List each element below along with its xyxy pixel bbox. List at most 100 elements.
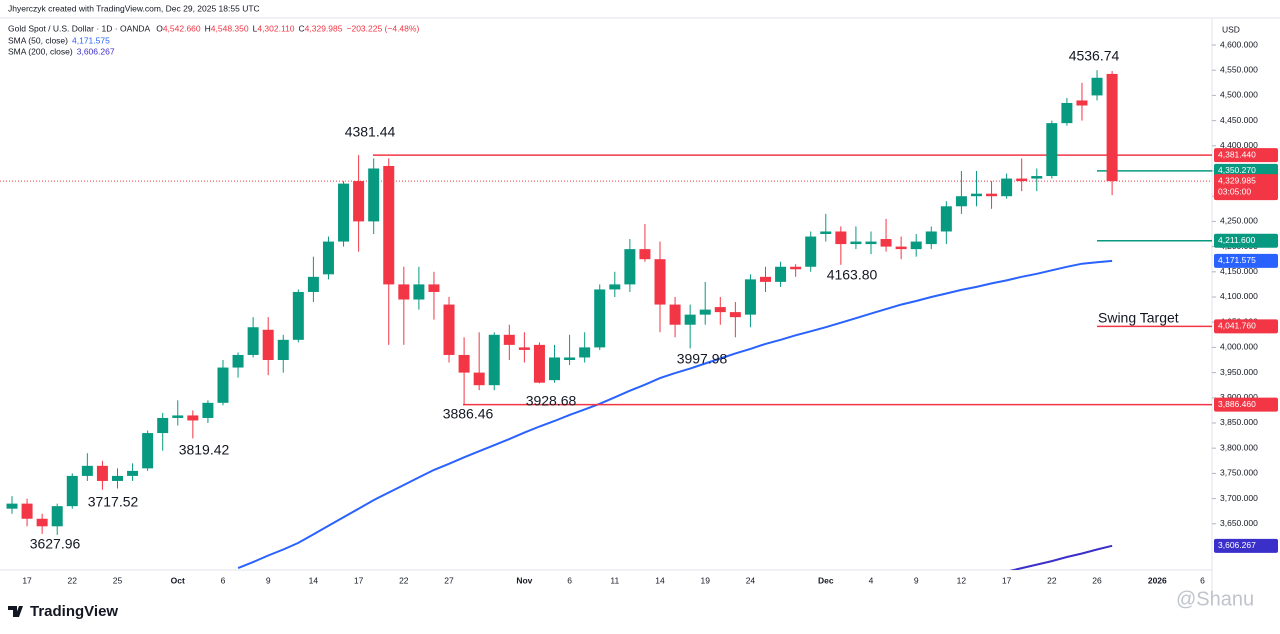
change: −203.225 (−4.48%) [347,23,420,33]
candle-body [865,241,877,245]
y-tick-label: 3,800.000 [1220,442,1258,452]
x-tick-label: 9 [914,575,919,585]
candle-body [322,241,334,275]
candle-body [232,354,244,368]
price-label: 4,041.760 [1218,321,1256,331]
candle-body [684,314,696,325]
candle-body [609,284,621,290]
x-tick-label: Oct [171,575,185,585]
symbol: Gold Spot / U.S. Dollar · 1D · OANDA [8,23,151,33]
x-tick-label: 14 [309,575,319,585]
candle-body [36,518,48,527]
candle-body [66,475,78,507]
price-label-box [1214,319,1278,334]
candle-body [292,291,304,340]
x-tick-label: 6 [221,575,226,585]
candle-body [805,236,817,267]
legend-name: SMA (200, close) [8,46,73,56]
ohlc-key: L [253,23,258,33]
candle-body [51,506,63,527]
x-tick-label: 2026 [1148,575,1167,585]
candle-body [96,465,108,481]
logo-text: TradingView [30,603,118,620]
candle-body [127,470,139,476]
candle-body [21,503,33,519]
y-tick-label: 4,500.000 [1220,90,1258,100]
annotation: 4381.44 [345,124,396,140]
y-tick-label: 3,700.000 [1220,493,1258,503]
candle-body [880,239,892,247]
candle-body [172,415,184,418]
y-tick-label: 4,100.000 [1220,291,1258,301]
x-tick-label: 14 [655,575,665,585]
legend-value: 3,606.267 [77,46,115,56]
x-tick-label: 22 [68,575,78,585]
candle-body [790,266,802,270]
candle-body [413,284,425,300]
ohlc-value: 4,542.660 [163,23,201,33]
candle-body [111,475,123,481]
annotation: 3627.96 [30,536,81,552]
ohlc-value: 4,302.110 [257,23,294,33]
candle-body [970,193,982,197]
candle-body [488,334,500,386]
candle-body [714,307,726,313]
candle-body [850,241,862,245]
attribution: Jhyerczyk created with TradingView.com, … [8,3,260,13]
y-tick-label: 4,000.000 [1220,342,1258,352]
candle-body [533,344,545,383]
y-tick-label: 4,400.000 [1220,140,1258,150]
candle-body [217,367,229,403]
x-tick-label: 9 [266,575,271,585]
annotation: 3717.52 [88,494,139,510]
x-tick-label: 25 [113,575,123,585]
price-label-box [1214,148,1278,163]
x-tick-label: 17 [22,575,32,585]
annotation: 3928.68 [526,393,577,409]
candle-body [744,279,756,315]
currency: USD [1222,24,1240,34]
candle-body [579,347,591,358]
candle-body [835,231,847,245]
candle-body [895,246,907,250]
candle-body [910,241,922,250]
candle-body [820,231,832,235]
annotation: 3997.98 [677,351,728,367]
ohlc-key: O [156,23,163,33]
price-label: 4,350.270 [1218,165,1256,175]
candle-body [955,196,967,207]
price-label: 3,886.460 [1218,399,1256,409]
candle-body [1001,178,1013,197]
y-tick-label: 4,250.000 [1220,216,1258,226]
y-tick-label: 4,600.000 [1220,39,1258,49]
price-label: 4,211.600 [1218,235,1255,245]
y-tick-label: 3,750.000 [1220,468,1258,478]
candle-body [187,415,199,421]
candle-body [1061,102,1073,124]
y-tick-label: 3,650.000 [1220,518,1258,528]
x-tick-label: 27 [444,575,454,585]
price-label-box [1214,253,1278,268]
annotation: Swing Target [1098,310,1179,326]
annotation: 4536.74 [1069,48,1120,64]
y-tick-label: 3,950.000 [1220,367,1258,377]
x-tick-label: 26 [1092,575,1102,585]
candle-body [760,276,771,282]
candle-body [549,357,561,381]
ohlc-value: 4,548.350 [211,23,249,33]
x-tick-label: 4 [869,575,874,585]
candle-body [1031,176,1043,179]
candle-body [639,249,651,260]
x-tick-label: 22 [1047,575,1057,585]
annotation: 3819.42 [179,442,230,458]
candle-body [1076,100,1088,106]
logo-mark [8,606,23,617]
x-tick-label: 22 [399,575,409,585]
candle-body [669,304,681,325]
price-label: 4,381.440 [1218,149,1256,159]
candle-body [142,433,154,469]
candle-body [1106,73,1118,182]
annotation: 4163.80 [827,267,878,283]
watermark: @Shanu [1176,588,1254,610]
